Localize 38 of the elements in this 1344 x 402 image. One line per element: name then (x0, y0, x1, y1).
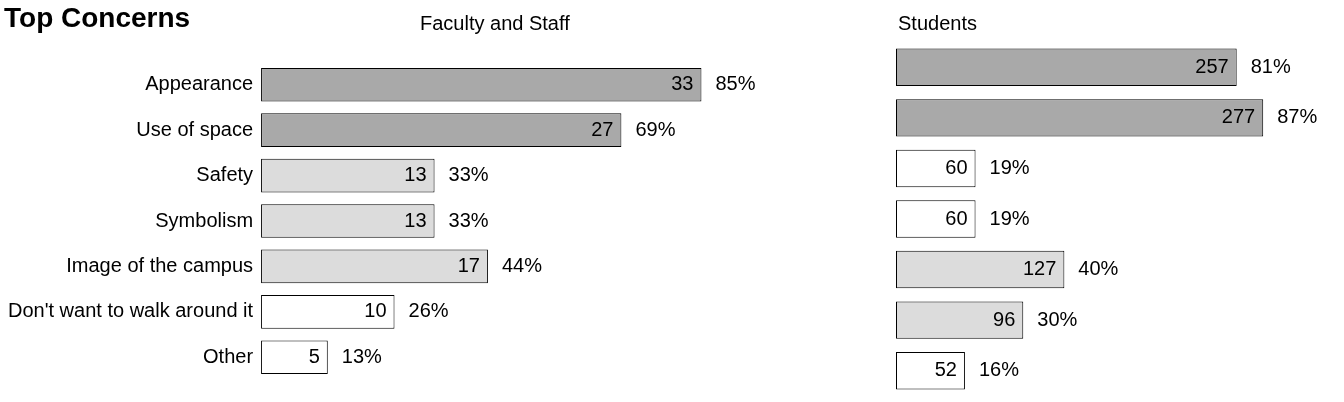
annotation: 40% (1078, 257, 1119, 280)
data-label: 13 (404, 163, 427, 186)
annotation: 19% (989, 155, 1030, 178)
annotation: 16% (978, 358, 1020, 381)
data-label: 17 (457, 253, 480, 276)
data-label: 10 (364, 299, 387, 322)
annotation: 26% (408, 299, 449, 322)
annotation: 85% (715, 72, 756, 95)
data-label: 96 (993, 307, 1016, 330)
data-label: 13 (404, 208, 427, 231)
y-tick-label: Symbolism (155, 208, 254, 231)
annotation: 81% (1250, 54, 1291, 77)
y-tick-label: Don't want to walk around it (8, 299, 254, 322)
y-tick-label: Use of space (136, 117, 254, 140)
annotation: 87% (1277, 105, 1318, 128)
annotation: 13% (341, 344, 383, 367)
y-tick-label: Safety (196, 163, 254, 186)
data-label: 60 (945, 206, 968, 229)
data-label: 52 (934, 358, 957, 381)
y-tick-label: Other (203, 344, 254, 367)
data-label: 127 (1022, 257, 1057, 280)
data-label: 33 (671, 72, 694, 95)
chart-title: Top Concerns (4, 2, 191, 34)
y-tick-label: Appearance (145, 72, 254, 95)
chart-subtitle: Faculty and Staff (420, 12, 570, 35)
annotation: 30% (1037, 307, 1078, 330)
y-tick-label: Image of the campus (66, 253, 254, 276)
data-label: 60 (945, 155, 968, 178)
annotation: 19% (989, 206, 1030, 229)
data-label: 27 (591, 117, 614, 140)
annotation: 44% (501, 253, 543, 276)
annotation: 33% (448, 163, 489, 186)
annotation: 69% (635, 117, 676, 140)
data-label: 5 (308, 344, 320, 367)
data-label: 277 (1221, 105, 1256, 128)
annotation: 33% (448, 208, 489, 231)
data-label: 257 (1195, 54, 1229, 77)
chart-subtitle: Students (898, 12, 977, 35)
